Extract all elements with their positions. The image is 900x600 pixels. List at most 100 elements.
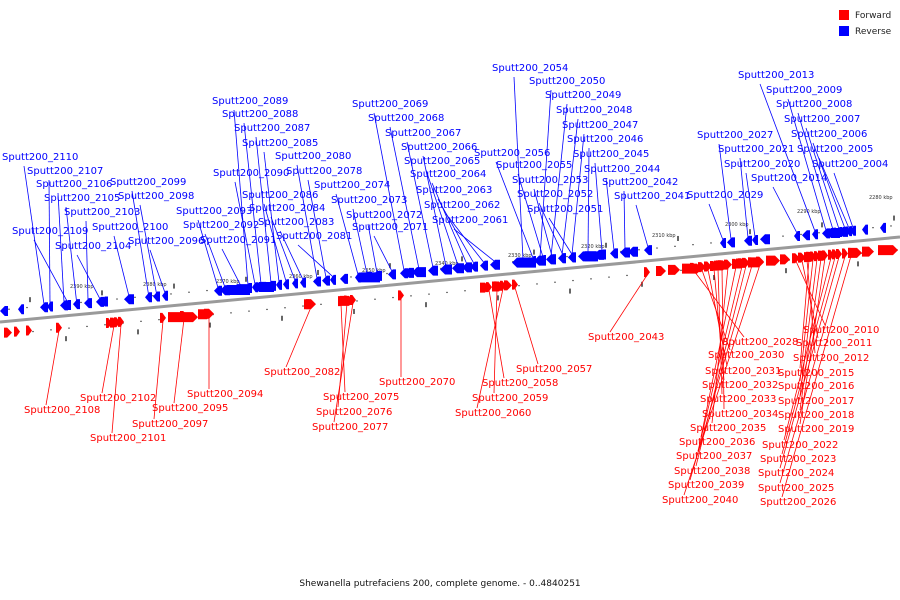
reverse-gene-label[interactable]: Sputt200_2105 — [44, 193, 120, 204]
forward-gene-arrow[interactable] — [56, 322, 62, 333]
reverse-gene-label[interactable]: Sputt200_2086 — [242, 190, 318, 201]
forward-gene-arrow[interactable] — [198, 309, 212, 320]
reverse-gene-label[interactable]: Sputt200_2044 — [584, 164, 660, 175]
reverse-gene-label[interactable]: Sputt200_2021 — [718, 144, 794, 155]
reverse-gene-label[interactable]: Sputt200_2042 — [602, 177, 678, 188]
forward-gene-arrow[interactable] — [644, 267, 650, 278]
reverse-gene-arrow[interactable] — [356, 272, 380, 283]
forward-gene-arrow[interactable] — [828, 249, 834, 260]
forward-gene-arrow[interactable] — [492, 281, 504, 292]
reverse-gene-arrow[interactable] — [802, 230, 810, 241]
forward-gene-label[interactable]: Sputt200_2102 — [80, 393, 156, 404]
forward-gene-label[interactable]: Sputt200_2108 — [24, 405, 100, 416]
reverse-gene-label[interactable]: Sputt200_2055 — [496, 160, 572, 171]
forward-gene-label[interactable]: Sputt200_2019 — [778, 424, 854, 435]
reverse-gene-label[interactable]: Sputt200_2091 — [200, 235, 276, 246]
reverse-gene-arrow[interactable] — [462, 262, 472, 273]
reverse-gene-arrow[interactable] — [548, 254, 556, 265]
reverse-gene-label[interactable]: Sputt200_2078 — [286, 166, 362, 177]
forward-gene-label[interactable]: Sputt200_2038 — [674, 466, 750, 477]
reverse-gene-arrow[interactable] — [40, 302, 48, 313]
forward-gene-label[interactable]: Sputt200_2028 — [722, 337, 798, 348]
reverse-gene-label[interactable]: Sputt200_2083 — [258, 217, 334, 228]
forward-gene-label[interactable]: Sputt200_2037 — [676, 451, 752, 462]
forward-gene-label[interactable]: Sputt200_2026 — [760, 497, 836, 508]
reverse-gene-arrow[interactable] — [578, 251, 598, 262]
forward-gene-arrow[interactable] — [814, 251, 820, 262]
reverse-gene-label[interactable]: Sputt200_2004 — [812, 159, 888, 170]
reverse-gene-arrow[interactable] — [760, 234, 770, 245]
reverse-gene-label[interactable]: Sputt200_2063 — [416, 185, 492, 196]
forward-gene-label[interactable]: Sputt200_2015 — [778, 368, 854, 379]
forward-gene-arrow[interactable] — [106, 317, 112, 328]
reverse-gene-arrow[interactable] — [404, 267, 414, 278]
reverse-gene-arrow[interactable] — [412, 267, 426, 278]
forward-gene-arrow[interactable] — [304, 299, 314, 310]
reverse-gene-label[interactable]: Sputt200_2074 — [314, 180, 390, 191]
reverse-gene-arrow[interactable] — [214, 285, 222, 296]
reverse-gene-label[interactable]: Sputt200_2089 — [212, 96, 288, 107]
reverse-gene-label[interactable]: Sputt200_2099 — [110, 177, 186, 188]
reverse-gene-arrow[interactable] — [812, 229, 818, 240]
reverse-gene-arrow[interactable] — [480, 260, 488, 271]
forward-gene-label[interactable]: Sputt200_2030 — [708, 350, 784, 361]
forward-gene-arrow[interactable] — [766, 255, 780, 266]
forward-gene-arrow[interactable] — [656, 266, 666, 277]
reverse-gene-label[interactable]: Sputt200_2047 — [562, 120, 638, 131]
forward-gene-label[interactable]: Sputt200_2016 — [778, 381, 854, 392]
forward-gene-arrow[interactable] — [832, 249, 838, 260]
reverse-gene-arrow[interactable] — [850, 225, 856, 236]
reverse-gene-arrow[interactable] — [330, 274, 336, 285]
reverse-gene-label[interactable]: Sputt200_2065 — [404, 156, 480, 167]
reverse-gene-label[interactable]: Sputt200_2085 — [242, 138, 318, 149]
reverse-gene-arrow[interactable] — [822, 228, 830, 239]
reverse-gene-arrow[interactable] — [720, 238, 726, 248]
reverse-gene-arrow[interactable] — [540, 255, 546, 265]
reverse-gene-arrow[interactable] — [64, 299, 71, 310]
forward-gene-label[interactable]: Sputt200_2057 — [516, 364, 592, 375]
reverse-gene-arrow[interactable] — [100, 296, 108, 307]
forward-gene-arrow[interactable] — [512, 279, 518, 290]
forward-gene-label[interactable]: Sputt200_2032 — [702, 380, 778, 391]
reverse-gene-arrow[interactable] — [752, 234, 758, 245]
forward-gene-arrow[interactable] — [748, 257, 764, 268]
reverse-gene-arrow[interactable] — [0, 306, 8, 316]
reverse-gene-label[interactable]: Sputt200_2068 — [368, 113, 444, 124]
forward-gene-label[interactable]: Sputt200_2059 — [472, 393, 548, 404]
reverse-gene-arrow[interactable] — [880, 222, 886, 233]
reverse-gene-label[interactable]: Sputt200_2096 — [128, 236, 204, 247]
reverse-gene-label[interactable]: Sputt200_2007 — [784, 114, 860, 125]
reverse-gene-arrow[interactable] — [428, 265, 438, 276]
reverse-gene-label[interactable]: Sputt200_2071 — [352, 222, 428, 233]
reverse-gene-arrow[interactable] — [124, 294, 134, 305]
forward-gene-label[interactable]: Sputt200_2022 — [762, 440, 838, 451]
forward-gene-arrow[interactable] — [340, 295, 354, 306]
reverse-gene-arrow[interactable] — [568, 252, 576, 263]
reverse-gene-arrow[interactable] — [610, 248, 618, 259]
reverse-gene-arrow[interactable] — [322, 275, 330, 286]
forward-gene-label[interactable]: Sputt200_2034 — [702, 409, 778, 420]
forward-gene-arrow[interactable] — [806, 251, 816, 262]
reverse-gene-label[interactable]: Sputt200_2064 — [410, 169, 486, 180]
reverse-gene-arrow[interactable] — [73, 299, 80, 310]
reverse-gene-arrow[interactable] — [794, 231, 800, 242]
reverse-gene-label[interactable]: Sputt200_2045 — [573, 149, 649, 160]
reverse-gene-label[interactable]: Sputt200_2056 — [474, 148, 550, 159]
forward-gene-label[interactable]: Sputt200_2060 — [455, 408, 531, 419]
reverse-gene-label[interactable]: Sputt200_2110 — [2, 152, 78, 163]
forward-gene-label[interactable]: Sputt200_2039 — [668, 480, 744, 491]
forward-gene-label[interactable]: Sputt200_2012 — [793, 353, 869, 364]
reverse-gene-label[interactable]: Sputt200_2067 — [385, 128, 461, 139]
reverse-gene-label[interactable]: Sputt200_2061 — [432, 215, 508, 226]
reverse-gene-label[interactable]: Sputt200_2087 — [234, 123, 310, 134]
reverse-gene-arrow[interactable] — [162, 290, 168, 301]
forward-gene-label[interactable]: Sputt200_2101 — [90, 433, 166, 444]
reverse-gene-arrow[interactable] — [594, 249, 604, 260]
forward-gene-arrow[interactable] — [736, 258, 746, 269]
forward-gene-label[interactable]: Sputt200_2040 — [662, 495, 738, 506]
forward-gene-arrow[interactable] — [862, 246, 874, 257]
forward-gene-arrow[interactable] — [836, 249, 842, 260]
forward-gene-arrow[interactable] — [4, 327, 12, 338]
reverse-gene-label[interactable]: Sputt200_2046 — [567, 134, 643, 145]
forward-gene-arrow[interactable] — [160, 312, 166, 323]
